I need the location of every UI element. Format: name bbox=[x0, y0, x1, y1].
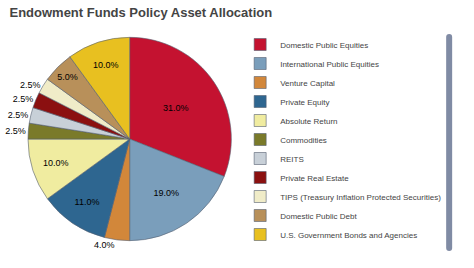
svg-text:REITS: REITS bbox=[280, 155, 304, 164]
svg-text:Private Real Estate: Private Real Estate bbox=[280, 174, 349, 183]
svg-text:10.0%: 10.0% bbox=[93, 60, 119, 70]
svg-text:2.5%: 2.5% bbox=[8, 110, 29, 120]
svg-text:2.5%: 2.5% bbox=[13, 94, 34, 104]
svg-text:2.5%: 2.5% bbox=[20, 80, 41, 90]
svg-text:11.0%: 11.0% bbox=[75, 197, 100, 207]
svg-text:Endowment Funds Policy Asset A: Endowment Funds Policy Asset Allocation bbox=[9, 5, 272, 20]
svg-text:Commodities: Commodities bbox=[280, 136, 327, 145]
svg-text:Absolute Return: Absolute Return bbox=[280, 117, 337, 126]
svg-text:TIPS (Treasury Inflation Prote: TIPS (Treasury Inflation Protected Secur… bbox=[280, 193, 441, 202]
svg-text:31.0%: 31.0% bbox=[163, 103, 189, 113]
svg-text:Domestic Public Debt: Domestic Public Debt bbox=[280, 212, 357, 221]
svg-text:2.5%: 2.5% bbox=[5, 126, 26, 136]
svg-text:International Public Equities: International Public Equities bbox=[280, 60, 379, 69]
svg-text:19.0%: 19.0% bbox=[153, 188, 179, 198]
svg-text:Venture Capital: Venture Capital bbox=[280, 79, 335, 88]
svg-text:5.0%: 5.0% bbox=[57, 72, 78, 82]
svg-text:Private Equity: Private Equity bbox=[280, 98, 329, 107]
svg-text:Domestic Public Equities: Domestic Public Equities bbox=[280, 41, 368, 50]
svg-text:U.S. Government Bonds and Agen: U.S. Government Bonds and Agencies bbox=[280, 231, 417, 240]
svg-text:4.0%: 4.0% bbox=[94, 240, 115, 250]
svg-text:10.0%: 10.0% bbox=[43, 158, 69, 168]
